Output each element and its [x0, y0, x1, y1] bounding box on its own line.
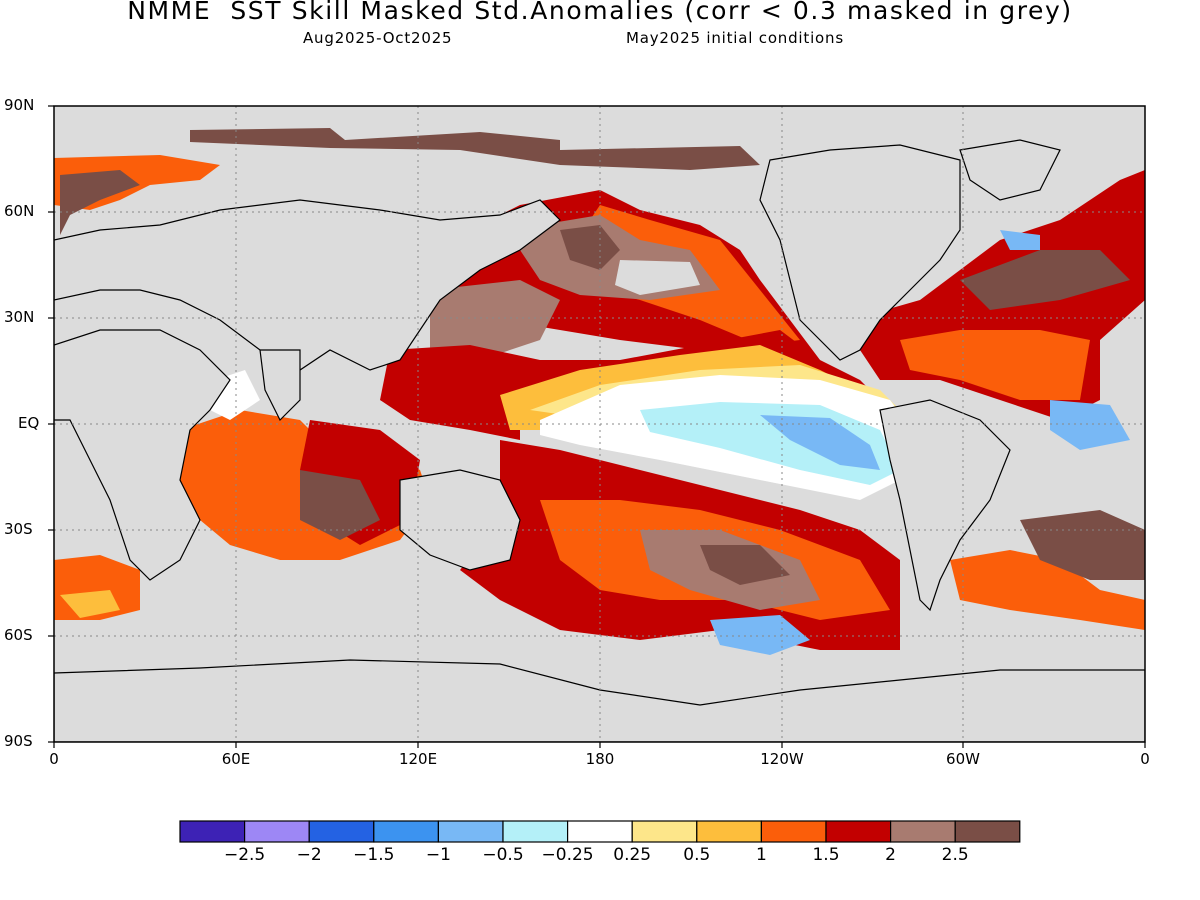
anomaly-region-north-pacific-dark [560, 225, 620, 270]
landmass-india [259, 349, 301, 422]
colorbar-swatch [954, 820, 1021, 843]
x-label-60e: 60E [221, 750, 251, 768]
anomaly-region-south-atlantic-warm [950, 550, 1145, 630]
landmass-eurasia [54, 199, 561, 371]
colorbar-tick-label: −2 [296, 845, 322, 865]
colorbar-swatch [179, 820, 246, 843]
colorbar-tick-label: 0.25 [613, 845, 652, 865]
colorbar-tick-label: 1 [755, 845, 767, 865]
forecast-period: Aug2025-Oct2025 [303, 29, 453, 47]
anomaly-region-equatorial-cooler [760, 415, 880, 470]
anomaly-region-southern-cool [710, 615, 810, 655]
anomaly-region-north-atlantic-orange [900, 330, 1090, 400]
y-label-90s: 90S [4, 732, 33, 750]
colorbar-tick-label: 2 [885, 845, 896, 865]
anomaly-region-south-pacific-dark [700, 545, 790, 585]
x-label-60w: 60W [946, 750, 980, 768]
colorbar [179, 820, 1021, 843]
x-label-0: 0 [49, 750, 59, 768]
initial-conditions: May2025 initial conditions [626, 29, 844, 47]
colorbar-tick-label: 2.5 [941, 845, 969, 865]
anomaly-region-arctic [190, 128, 760, 170]
x-label-120e: 120E [398, 750, 438, 768]
colorbar-swatch [373, 820, 439, 843]
anomaly-region-south-atlantic-brown [1020, 510, 1145, 580]
colorbar-tick-label: −0.5 [482, 845, 524, 865]
anomaly-region-nordic-brown [60, 170, 140, 235]
colorbar-tick-label: −1.5 [353, 845, 395, 865]
landmass-north-america [759, 144, 961, 361]
y-label-60n: 60N [4, 202, 35, 220]
anomaly-region-tropical-atlantic-cool [1050, 400, 1130, 450]
colorbar-tick-label: 0.5 [683, 845, 711, 865]
x-label-120w: 120W [760, 750, 804, 768]
y-label-30n: 30N [4, 308, 35, 326]
colorbar-swatch [760, 820, 827, 843]
colorbar-tick-label: −2.5 [223, 845, 266, 865]
colorbar-tick-label: 1.5 [812, 845, 840, 865]
landmass-south-america [879, 399, 1011, 612]
map-title: NMME SST Skill Masked Std.Anomalies (cor… [127, 0, 1073, 25]
axis-ticks [48, 105, 1146, 748]
colorbar-swatch [566, 820, 633, 843]
y-label-30s: 30S [4, 520, 33, 538]
colorbar-tick-label: −0.25 [541, 845, 594, 865]
anomaly-region-north-pacific-grey [615, 260, 700, 295]
colorbar-swatch [308, 820, 375, 843]
landmass-greenland [959, 139, 1061, 201]
colorbar-swatch [502, 820, 569, 843]
colorbar-swatch [889, 820, 956, 843]
anomaly-region-kuroshio [430, 280, 560, 360]
anomaly-region-north-atlantic-brown [960, 250, 1130, 310]
colorbar-swatch [437, 820, 504, 843]
colorbar-swatch [696, 820, 762, 843]
colorbar-tick-label: −1 [425, 845, 451, 865]
x-label-180: 180 [585, 750, 615, 768]
landmass-africa [54, 329, 231, 581]
y-label-90n: 90N [4, 96, 35, 114]
anomaly-region-labrador-cool [1000, 230, 1040, 250]
graticule [54, 106, 1145, 742]
y-label-eq: EQ [18, 414, 40, 432]
colorbar-swatch [631, 820, 698, 843]
x-label-0-east: 0 [1140, 750, 1150, 768]
colorbar-swatch [825, 820, 892, 843]
anomaly-region-agulhas-yellow [60, 590, 120, 618]
y-label-60s: 60S [4, 626, 33, 644]
colorbar-swatch [244, 820, 310, 843]
anomaly-region-indian-brown [300, 470, 380, 540]
landmass-australia [399, 469, 521, 571]
